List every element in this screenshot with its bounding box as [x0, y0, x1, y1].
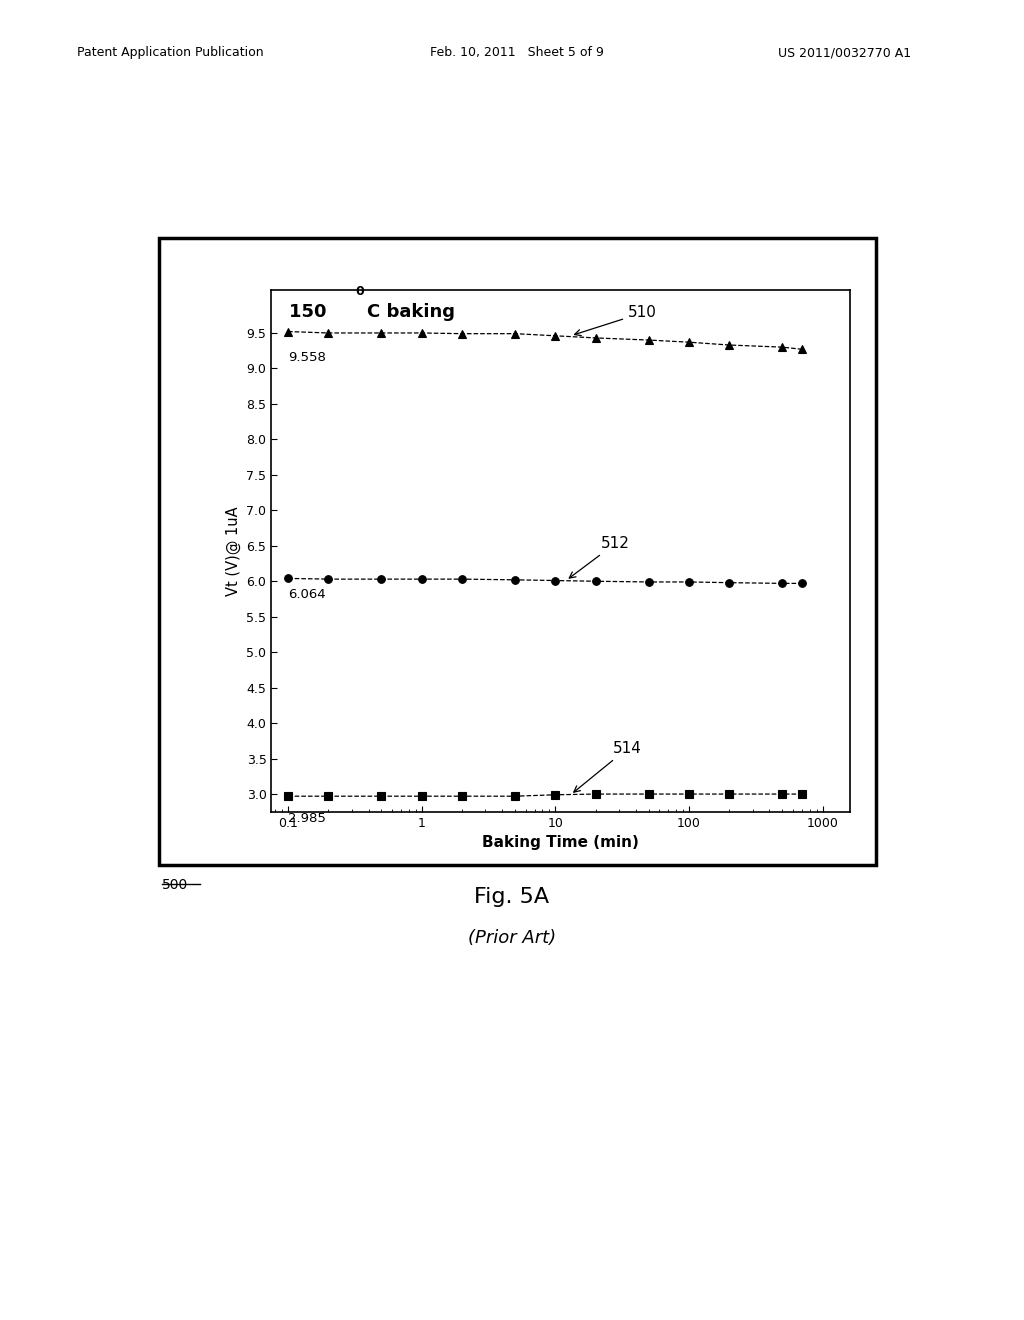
Text: 6.064: 6.064 — [288, 587, 326, 601]
Text: Feb. 10, 2011   Sheet 5 of 9: Feb. 10, 2011 Sheet 5 of 9 — [430, 46, 604, 59]
Text: 2.985: 2.985 — [288, 812, 326, 825]
Text: Patent Application Publication: Patent Application Publication — [77, 46, 263, 59]
Text: 0: 0 — [355, 285, 364, 298]
X-axis label: Baking Time (min): Baking Time (min) — [482, 836, 639, 850]
Y-axis label: Vt (V)@ 1uA: Vt (V)@ 1uA — [225, 507, 241, 595]
Text: 512: 512 — [569, 536, 630, 578]
Text: Fig. 5A: Fig. 5A — [474, 887, 550, 907]
Text: 150: 150 — [289, 304, 333, 322]
Text: US 2011/0032770 A1: US 2011/0032770 A1 — [778, 46, 911, 59]
Text: 500: 500 — [162, 878, 188, 892]
Text: C baking: C baking — [367, 304, 455, 322]
Text: 514: 514 — [573, 741, 642, 792]
Text: 9.558: 9.558 — [288, 351, 326, 364]
Text: (Prior Art): (Prior Art) — [468, 929, 556, 948]
Text: 510: 510 — [574, 305, 657, 335]
